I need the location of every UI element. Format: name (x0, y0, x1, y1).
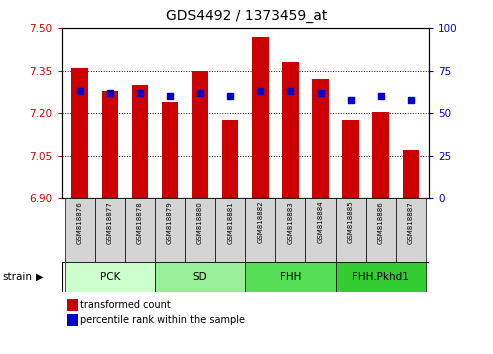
Text: GSM818878: GSM818878 (137, 201, 143, 244)
Point (317, 90, 324, 96)
FancyBboxPatch shape (276, 198, 306, 262)
Text: GSM818879: GSM818879 (167, 201, 173, 244)
Bar (222, 120, 239, 198)
Text: transformed count: transformed count (80, 300, 171, 310)
FancyBboxPatch shape (246, 198, 276, 262)
Point (106, 90, 114, 96)
FancyBboxPatch shape (125, 198, 155, 262)
Bar (132, 85, 148, 198)
Point (76, 88, 84, 94)
FancyBboxPatch shape (366, 198, 396, 262)
Text: SD: SD (193, 272, 208, 282)
Text: GSM818876: GSM818876 (77, 201, 83, 244)
Point (256, 88, 264, 94)
Text: FHH.Pkhd1: FHH.Pkhd1 (352, 272, 409, 282)
FancyBboxPatch shape (306, 198, 336, 262)
Bar (102, 91, 118, 198)
Point (226, 93, 234, 99)
Point (166, 93, 174, 99)
FancyBboxPatch shape (65, 198, 95, 262)
Text: GSM818880: GSM818880 (197, 201, 203, 244)
FancyBboxPatch shape (215, 198, 246, 262)
FancyBboxPatch shape (396, 198, 426, 262)
Point (347, 97, 354, 103)
Bar (312, 79, 329, 198)
FancyBboxPatch shape (336, 198, 366, 262)
Point (196, 90, 204, 96)
Text: GSM818885: GSM818885 (348, 201, 353, 244)
FancyBboxPatch shape (155, 198, 185, 262)
Bar (67, 314, 78, 326)
FancyBboxPatch shape (185, 198, 215, 262)
Point (407, 97, 415, 103)
Text: GSM818883: GSM818883 (287, 201, 293, 244)
Text: GSM818884: GSM818884 (317, 201, 323, 244)
Text: GSM818882: GSM818882 (257, 201, 263, 244)
Point (377, 93, 385, 99)
Text: GDS4492 / 1373459_at: GDS4492 / 1373459_at (166, 9, 327, 23)
Text: GSM818886: GSM818886 (378, 201, 384, 244)
Text: ▶: ▶ (35, 272, 43, 282)
Point (286, 88, 294, 94)
Bar (403, 150, 419, 198)
Bar (252, 37, 269, 198)
FancyBboxPatch shape (95, 198, 125, 262)
Bar (155, 262, 246, 292)
Point (136, 90, 144, 96)
Bar (282, 62, 299, 198)
Bar (192, 71, 209, 198)
Bar (373, 112, 389, 198)
Text: GSM818877: GSM818877 (107, 201, 113, 244)
Bar (71, 68, 88, 198)
Bar (336, 262, 426, 292)
Bar (162, 102, 178, 198)
Text: FHH: FHH (280, 272, 301, 282)
Bar (67, 299, 78, 311)
Text: PCK: PCK (100, 272, 120, 282)
Text: percentile rank within the sample: percentile rank within the sample (80, 315, 245, 325)
Bar (342, 120, 359, 198)
Text: GSM818887: GSM818887 (408, 201, 414, 244)
Text: GSM818881: GSM818881 (227, 201, 233, 244)
Bar (65, 262, 155, 292)
Text: strain: strain (2, 272, 33, 282)
Bar (246, 262, 336, 292)
